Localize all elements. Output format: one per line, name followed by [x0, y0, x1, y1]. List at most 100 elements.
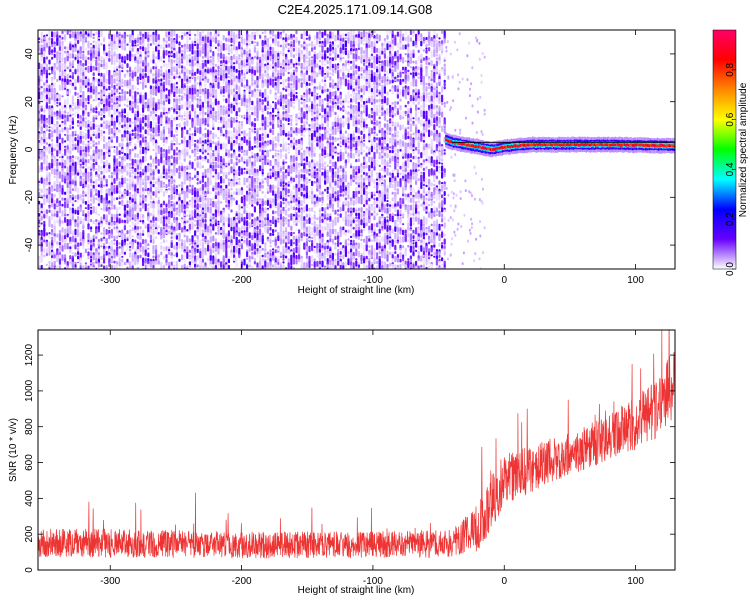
- noise-cell: [40, 114, 43, 120]
- noise-cell: [298, 149, 301, 156]
- noise-cell: [95, 197, 98, 201]
- noise-cell: [110, 114, 113, 118]
- noise-cell: [43, 114, 46, 122]
- noise-cell: [45, 37, 48, 42]
- noise-cell: [123, 213, 126, 218]
- noise-cell: [155, 30, 158, 36]
- noise-cell: [38, 69, 41, 76]
- noise-cell: [248, 255, 251, 260]
- noise-cell: [82, 33, 85, 40]
- noise-cell: [110, 222, 113, 227]
- noise-cell: [100, 242, 103, 245]
- noise-cell: [126, 142, 129, 148]
- noise-cell: [199, 111, 202, 116]
- noise-cell: [168, 79, 171, 86]
- noise-cell: [40, 246, 43, 252]
- noise-cell: [64, 99, 67, 107]
- chart-title: C2E4.2025.171.09.14.G08: [278, 2, 433, 17]
- noise-cell: [66, 215, 69, 218]
- noise-cell: [246, 238, 249, 246]
- noise-cell: [113, 149, 116, 154]
- noise-cell: [279, 143, 282, 148]
- noise-cell: [214, 238, 217, 243]
- noise-cell: [53, 87, 56, 94]
- noise-cell: [155, 104, 158, 112]
- noise-cell: [303, 158, 306, 161]
- noise-cell: [173, 52, 176, 59]
- noise-cell: [95, 148, 98, 155]
- noise-cell: [56, 158, 59, 162]
- noise-cell: [110, 107, 113, 110]
- noise-cell: [84, 104, 87, 108]
- noise-cell: [147, 108, 150, 112]
- noise-cell: [165, 136, 168, 141]
- noise-cell: [51, 188, 54, 192]
- noise-cell: [118, 43, 121, 46]
- noise-cell: [110, 120, 113, 126]
- noise-cell: [225, 242, 228, 250]
- noise-cell: [259, 134, 262, 142]
- noise-cell: [48, 232, 51, 235]
- noise-cell: [264, 46, 267, 50]
- noise-cell: [295, 68, 298, 73]
- noise-cell: [168, 261, 171, 266]
- noise-cell: [264, 136, 267, 139]
- noise-cell: [129, 252, 132, 258]
- noise-cell: [230, 138, 233, 142]
- noise-cell: [123, 103, 126, 106]
- noise-cell: [266, 142, 269, 145]
- noise-cell: [251, 82, 254, 86]
- noise-cell: [165, 116, 168, 121]
- noise-cell: [173, 264, 176, 269]
- noise-cell: [272, 190, 275, 196]
- noise-cell: [69, 53, 72, 59]
- noise-cell: [266, 200, 269, 206]
- noise-cell: [295, 36, 298, 43]
- noise-cell: [204, 238, 207, 242]
- noise-cell: [246, 245, 249, 248]
- noise-cell: [40, 133, 43, 138]
- noise-cell: [194, 175, 197, 179]
- noise-cell: [240, 213, 243, 218]
- noise-cell: [129, 78, 132, 86]
- noise-cell: [58, 207, 61, 214]
- noise-cell: [222, 56, 225, 60]
- noise-cell: [191, 251, 194, 257]
- noise-cell: [292, 267, 295, 269]
- noise-cell: [139, 177, 142, 181]
- noise-cell: [92, 164, 95, 170]
- noise-cell: [69, 127, 72, 130]
- noise-cell: [248, 162, 251, 170]
- noise-cell: [285, 182, 288, 186]
- noise-cell: [264, 225, 267, 233]
- noise-cell: [196, 68, 199, 74]
- noise-cell: [113, 71, 116, 78]
- noise-cell: [56, 150, 59, 157]
- noise-cell: [303, 67, 306, 70]
- noise-cell: [196, 98, 199, 101]
- noise-cell: [290, 265, 293, 269]
- noise-cell: [298, 117, 301, 120]
- noise-cell: [175, 116, 178, 121]
- noise-cell: [66, 134, 69, 142]
- noise-cell: [66, 233, 69, 238]
- noise-cell: [77, 145, 80, 153]
- noise-cell: [230, 44, 233, 47]
- noise-cell: [178, 100, 181, 105]
- noise-cell: [100, 86, 103, 91]
- noise-cell: [149, 34, 152, 38]
- noise-cell: [165, 174, 168, 180]
- noise-cell: [269, 46, 272, 51]
- noise-cell: [264, 217, 267, 221]
- noise-cell: [261, 184, 264, 189]
- noise-cell: [61, 114, 64, 120]
- noise-cell: [84, 216, 87, 221]
- noise-cell: [160, 251, 163, 256]
- noise-cell: [118, 150, 121, 155]
- noise-cell: [188, 190, 191, 194]
- noise-cell: [251, 111, 254, 116]
- noise-cell: [235, 38, 238, 44]
- noise-cell: [152, 191, 155, 196]
- noise-cell: [303, 95, 306, 98]
- noise-cell: [134, 229, 137, 234]
